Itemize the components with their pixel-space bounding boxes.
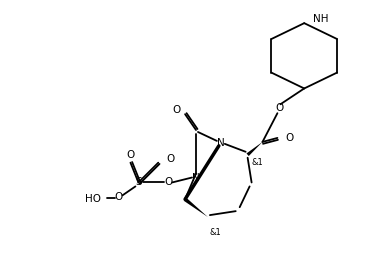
Text: N: N [217,138,225,148]
Text: &1: &1 [251,158,264,167]
Text: S: S [135,178,142,188]
Text: O: O [166,154,174,164]
Text: N: N [192,173,200,183]
Polygon shape [184,198,208,217]
Text: O: O [126,150,135,160]
Text: O: O [164,178,172,188]
Text: NH: NH [313,14,329,24]
Polygon shape [246,142,262,156]
Text: O: O [285,133,294,143]
Text: O: O [115,192,123,202]
Text: O: O [275,103,283,113]
Text: &1: &1 [210,229,222,237]
Text: HO: HO [85,194,100,204]
Text: O: O [173,105,181,115]
